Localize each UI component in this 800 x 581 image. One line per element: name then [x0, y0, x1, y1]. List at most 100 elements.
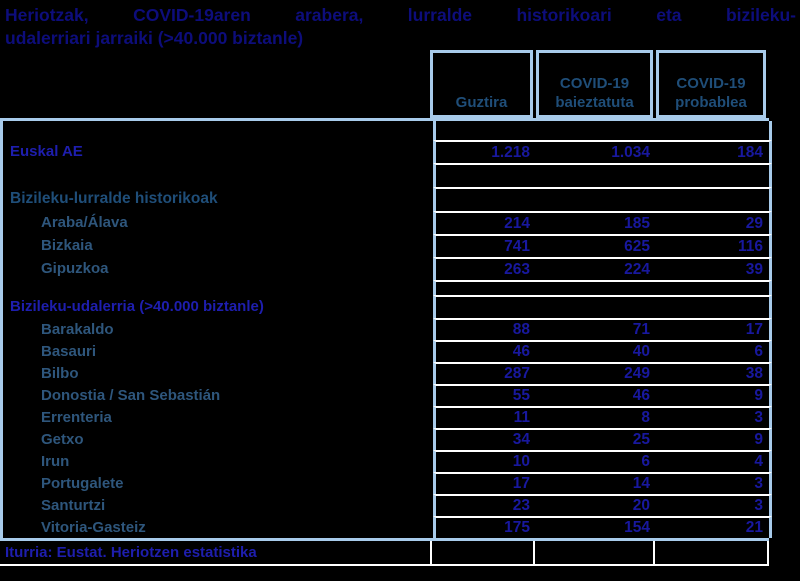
row-label: Euskal AE: [10, 143, 83, 160]
value-cell: 55: [512, 387, 530, 404]
value-cell: 23: [512, 497, 530, 514]
table-row: Basauri 46 40 6: [3, 340, 772, 362]
column-header-guztira: Guztira: [430, 50, 533, 118]
column-header-covid-probablea: COVID-19 probablea: [656, 50, 766, 118]
value-cell: 40: [632, 343, 650, 360]
table-row: Araba/Álava 214 185 29: [3, 211, 772, 234]
value-cell: 46: [632, 387, 650, 404]
value-cell: 3: [754, 409, 763, 426]
row-label: [3, 280, 437, 295]
value-cell: 4: [754, 453, 763, 470]
page-title-line1: Heriotzak, COVID-19aren arabera, lurrald…: [5, 5, 796, 25]
row-label: Bizkaia: [41, 237, 93, 254]
value-cell: 88: [512, 321, 530, 338]
value-cell: 25: [632, 431, 650, 448]
row-values: [433, 121, 772, 140]
value-cell: 116: [737, 237, 763, 255]
row-values: 175 154 21: [433, 516, 772, 538]
value-cell: 287: [504, 365, 530, 382]
value-cell: 38: [745, 365, 763, 382]
value-cell: 741: [504, 237, 530, 255]
value-cell: 17: [745, 321, 763, 338]
row-label: Donostia / San Sebastián: [41, 386, 221, 404]
value-cell: 175: [504, 519, 530, 536]
value-cell: 39: [745, 260, 763, 278]
table-row: Barakaldo 88 71 17: [3, 318, 772, 340]
row-values: [433, 280, 772, 295]
value-cell: 71: [632, 321, 650, 338]
table-row: Getxo 34 25 9: [3, 428, 772, 450]
row-values: 55 46 9: [433, 384, 772, 406]
table-footer-row: Iturria: Eustat. Heriotzen estatistika: [0, 541, 769, 566]
page-title: Heriotzak, COVID-19aren arabera, lurrald…: [5, 4, 796, 50]
value-cell: 3: [754, 475, 763, 492]
row-label: Bizileku-lurralde historikoak: [10, 190, 218, 207]
value-cell: 1.034: [611, 143, 650, 161]
value-cell: 154: [624, 519, 650, 536]
value-cell: 185: [624, 214, 650, 232]
value-cell: 9: [754, 387, 763, 404]
row-values: 23 20 3: [433, 494, 772, 516]
table-row: Donostia / San Sebastián 55 46 9: [3, 384, 772, 406]
row-label: Getxo: [41, 430, 84, 448]
value-cell: 11: [513, 409, 530, 426]
source-note: Iturria: Eustat. Heriotzen estatistika: [5, 544, 257, 561]
row-label: Gipuzkoa: [41, 260, 109, 277]
table-row: Bilbo 287 249 38: [3, 362, 772, 384]
value-cell: 46: [512, 343, 530, 360]
value-cell: 249: [624, 365, 650, 382]
table-row: Bizileku-udalerria (>40.000 biztanle): [3, 295, 772, 318]
row-values: 214 185 29: [433, 211, 772, 234]
table-body: Euskal AE 1.218 1.034 184 Bizileku-lurralde …: [0, 118, 772, 541]
row-label: Bizileku-udalerria (>40.000 biztanle): [10, 298, 264, 315]
table-spacer-row: [3, 280, 772, 295]
value-cell: 1.218: [491, 143, 530, 161]
footer-cell-probablea: [653, 541, 769, 564]
row-label: Errenteria: [41, 408, 112, 426]
footer-cell-baieztatuta: [533, 541, 653, 564]
footer-cell-guztira: [430, 541, 533, 564]
value-cell: 263: [504, 260, 530, 278]
row-label: Santurtzi: [41, 496, 106, 514]
value-cell: 17: [512, 475, 530, 492]
table-row: Santurtzi 23 20 3: [3, 494, 772, 516]
row-values: 11 8 3: [433, 406, 772, 428]
row-values: [433, 163, 772, 187]
column-header-covid-baieztatuta: COVID-19 baieztatuta: [536, 50, 653, 118]
row-values: 263 224 39: [433, 257, 772, 280]
table-spacer-row: [3, 163, 772, 187]
row-values: 88 71 17: [433, 318, 772, 340]
value-cell: 3: [754, 497, 763, 514]
table-row: Bizkaia 741 625 116: [3, 234, 772, 257]
value-cell: 6: [641, 453, 650, 470]
row-values: 17 14 3: [433, 472, 772, 494]
row-label: Araba/Álava: [41, 214, 128, 231]
row-label: Portugalete: [41, 474, 124, 492]
row-label: Barakaldo: [41, 320, 114, 338]
value-cell: 625: [624, 237, 650, 255]
row-values: 34 25 9: [433, 428, 772, 450]
row-values: 46 40 6: [433, 340, 772, 362]
row-values: [433, 187, 772, 211]
value-cell: 224: [624, 260, 650, 278]
value-cell: 10: [512, 453, 530, 470]
table-row: Bizileku-lurralde historikoak: [3, 187, 772, 211]
value-cell: 9: [754, 431, 763, 448]
row-values: [433, 295, 772, 318]
value-cell: 20: [632, 497, 650, 514]
table-row: Irun 10 6 4: [3, 450, 772, 472]
value-cell: 214: [504, 214, 530, 232]
value-cell: 8: [641, 409, 650, 426]
row-values: 741 625 116: [433, 234, 772, 257]
value-cell: 14: [632, 475, 650, 492]
row-values: 10 6 4: [433, 450, 772, 472]
value-cell: 29: [745, 214, 763, 232]
table-row: Vitoria-Gasteiz 175 154 21: [3, 516, 772, 538]
table-row: Errenteria 11 8 3: [3, 406, 772, 428]
table-row: Euskal AE 1.218 1.034 184: [3, 140, 772, 163]
row-label: Bilbo: [41, 364, 79, 382]
table-spacer-row: [3, 121, 772, 140]
value-cell: 34: [512, 431, 530, 448]
value-cell: 184: [737, 143, 763, 161]
